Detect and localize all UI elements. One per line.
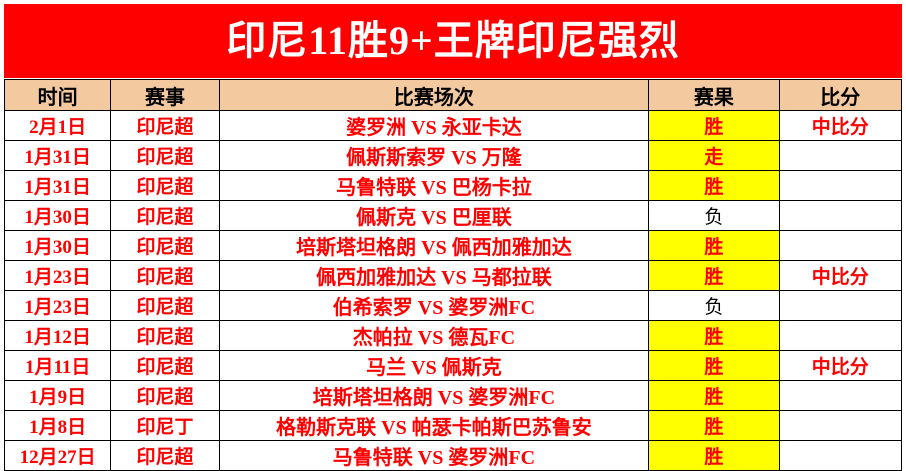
cell-time: 2月1日 [3, 110, 112, 141]
cell-result: 胜 [648, 350, 780, 381]
cell-result: 胜 [648, 170, 780, 201]
cell-result: 负 [648, 290, 780, 321]
table-row[interactable]: 1月31日 印尼超 佩斯斯索罗 VS 万隆走 [3, 140, 903, 171]
table-row[interactable]: 1月12日 印尼超 杰帕拉 VS 德瓦FC 胜 [3, 320, 903, 351]
cell-time: 1月23日 [3, 290, 112, 321]
cell-time: 1月12日 [3, 320, 112, 351]
cell-league: 印尼超 [110, 230, 220, 261]
cell-league: 印尼超 [110, 170, 220, 201]
cell-time: 1月23日 [3, 260, 112, 291]
cell-match: 杰帕拉 VS 德瓦FC [218, 320, 650, 351]
column-header-match: 比赛场次 [218, 79, 650, 111]
cell-match: 婆罗洲 VS 永亚卡达 [218, 110, 650, 141]
title-banner: 印尼11胜9+王牌印尼强烈 [4, 4, 902, 78]
cell-result: 负 [648, 200, 780, 231]
cell-match: 培斯塔坦格朗 VS 佩西加雅加达 [218, 230, 650, 261]
table-row[interactable]: 1月30日 印尼超 培斯塔坦格朗 VS 佩西加雅加达胜 [3, 230, 903, 261]
cell-match: 培斯塔坦格朗 VS 婆罗洲FC [218, 380, 650, 411]
cell-score [778, 380, 903, 411]
cell-result: 胜 [648, 320, 780, 351]
cell-league: 印尼超 [110, 380, 220, 411]
cell-time: 12月27日 [3, 440, 112, 471]
cell-score [778, 440, 903, 471]
cell-time: 1月30日 [3, 230, 112, 261]
table-row[interactable]: 1月31日 印尼超 马鲁特联 VS 巴杨卡拉胜 [3, 170, 903, 201]
cell-match: 格勒斯克联 VS 帕瑟卡帕斯巴苏鲁安 [218, 410, 650, 441]
cell-score: 中比分 [778, 110, 903, 141]
cell-result: 胜 [648, 380, 780, 411]
cell-match: 佩斯斯索罗 VS 万隆 [218, 140, 650, 171]
cell-league: 印尼超 [110, 440, 220, 471]
cell-time: 1月9日 [3, 380, 112, 411]
table-row[interactable]: 1月23日 印尼超 伯希索罗 VS 婆罗洲FC 负 [3, 290, 903, 321]
cell-match: 伯希索罗 VS 婆罗洲FC [218, 290, 650, 321]
cell-score [778, 290, 903, 321]
cell-time: 1月31日 [3, 170, 112, 201]
cell-result: 胜 [648, 110, 780, 141]
cell-result: 胜 [648, 410, 780, 441]
cell-result: 胜 [648, 440, 780, 471]
cell-time: 1月11日 [3, 350, 112, 381]
cell-league: 印尼超 [110, 110, 220, 141]
column-header-score: 比分 [778, 79, 903, 111]
cell-score [778, 170, 903, 201]
page-root: 印尼11胜9+王牌印尼强烈 时间 赛事 比赛场次 赛果 比分 2月1日 印尼超 婆罗… [3, 4, 903, 471]
cell-match: 佩斯克 VS 巴厘联 [218, 200, 650, 231]
cell-result: 胜 [648, 230, 780, 261]
cell-league: 印尼超 [110, 140, 220, 171]
cell-score: 中比分 [778, 350, 903, 381]
cell-league: 印尼超 [110, 290, 220, 321]
table-row[interactable]: 2月1日 印尼超 婆罗洲 VS 永亚卡达胜中比分 [3, 110, 903, 141]
cell-match: 马鲁特联 VS 婆罗洲FC [218, 440, 650, 471]
table-row[interactable]: 12月27日 印尼超 马鲁特联 VS 婆罗洲FC 胜 [3, 440, 903, 471]
cell-score [778, 410, 903, 441]
column-header-time: 时间 [3, 79, 112, 111]
cell-score [778, 320, 903, 351]
table-row[interactable]: 1月30日 印尼超 佩斯克 VS 巴厘联负 [3, 200, 903, 231]
table-header: 时间 赛事 比赛场次 赛果 比分 [3, 79, 903, 111]
table-row[interactable]: 1月23日 印尼超 佩西加雅加达 VS 马都拉联胜中比分 [3, 260, 903, 291]
page-title: 印尼11胜9+王牌印尼强烈 [226, 18, 680, 63]
cell-result: 胜 [648, 260, 780, 291]
cell-time: 1月30日 [3, 200, 112, 231]
cell-score [778, 140, 903, 171]
cell-match: 佩西加雅加达 VS 马都拉联 [218, 260, 650, 291]
column-header-result: 赛果 [648, 79, 780, 111]
cell-score [778, 200, 903, 231]
column-header-league: 赛事 [110, 79, 220, 111]
header-row: 时间 赛事 比赛场次 赛果 比分 [3, 79, 903, 111]
cell-result: 走 [648, 140, 780, 171]
cell-score: 中比分 [778, 260, 903, 291]
cell-league: 印尼超 [110, 320, 220, 351]
cell-league: 印尼超 [110, 350, 220, 381]
cell-score [778, 230, 903, 261]
cell-league: 印尼超 [110, 260, 220, 291]
cell-time: 1月31日 [3, 140, 112, 171]
cell-match: 马鲁特联 VS 巴杨卡拉 [218, 170, 650, 201]
table-body: 2月1日 印尼超 婆罗洲 VS 永亚卡达胜中比分 1月31日 印尼超 佩斯斯索罗 VS 万… [3, 110, 903, 471]
table-row[interactable]: 1月8日 印尼丁 格勒斯克联 VS 帕瑟卡帕斯巴苏鲁安胜 [3, 410, 903, 441]
match-schedule-table: 时间 赛事 比赛场次 赛果 比分 2月1日 印尼超 婆罗洲 VS 永亚卡达胜中比分 1… [3, 79, 903, 471]
cell-league: 印尼丁 [110, 410, 220, 441]
table-row[interactable]: 1月11日 印尼超 马兰 VS 佩斯克胜中比分 [3, 350, 903, 381]
cell-time: 1月8日 [3, 410, 112, 441]
cell-league: 印尼超 [110, 200, 220, 231]
table-row[interactable]: 1月9日 印尼超 培斯塔坦格朗 VS 婆罗洲FC 胜 [3, 380, 903, 411]
cell-match: 马兰 VS 佩斯克 [218, 350, 650, 381]
